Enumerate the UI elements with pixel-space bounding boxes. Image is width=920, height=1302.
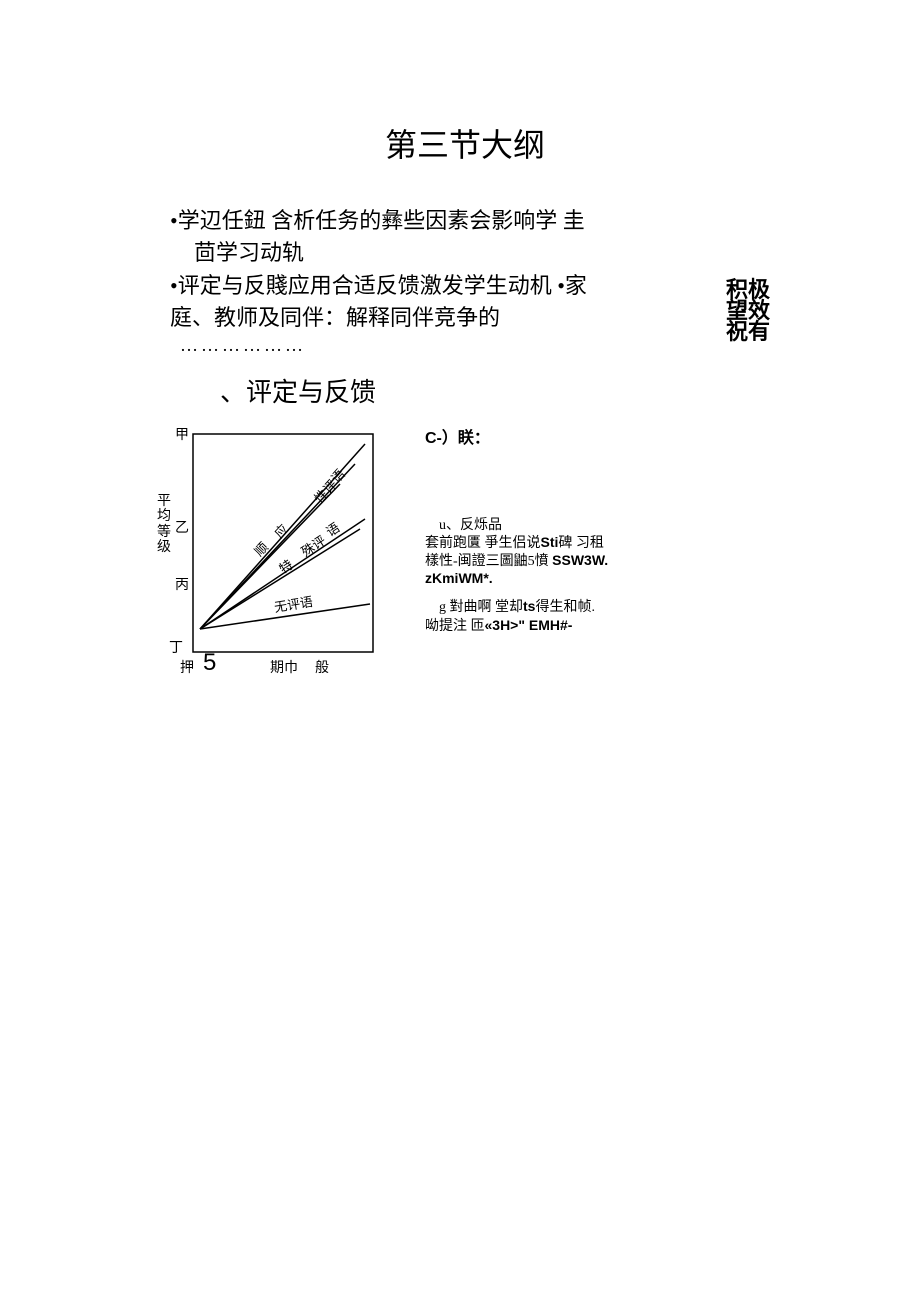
sb2-l1: g 對曲啊 堂却ts得生和帧.	[425, 598, 635, 616]
side-c-label: C-）眹：	[425, 424, 635, 448]
svg-text:无评语: 无评语	[273, 594, 314, 615]
svg-text:特: 特	[276, 557, 295, 577]
c-bold: C-	[425, 430, 442, 447]
sb1-l2: 套前跑匱 爭生侣说Sti碑 习租	[425, 534, 635, 552]
y-label-ding: 丁	[169, 637, 183, 657]
x-label-left: 押	[180, 657, 194, 677]
y-label-yi: 乙	[175, 517, 189, 537]
x-label-5: 5	[203, 649, 216, 677]
x-label-right: 般	[315, 657, 329, 677]
bullet-1-line1: •学辺任鈕 含析任务的彝些因素会影响学 圭	[170, 206, 760, 236]
dots: ………………	[170, 333, 760, 357]
side-text: C-）眹： u、反烁品 套前跑匱 爭生侣说Sti碑 习租 樣性-闽證三圖鼬5憤 …	[425, 429, 635, 635]
y-label-jia: 甲	[175, 424, 189, 444]
line-chart: 语性评应顺语殊评特无评语 甲 平均等级 乙 丙 丁 押 5 期巾 般	[165, 429, 395, 689]
bold-stack: 积极 望效 祝有	[726, 280, 770, 343]
sb1-l1: u、反烁品	[425, 518, 635, 534]
svg-text:殊评: 殊评	[298, 533, 328, 560]
bullet-3: 庭、教师及同伴：解释同伴竞争的	[170, 303, 760, 333]
side-block-1: u、反烁品 套前跑匱 爭生侣说Sti碑 习租 樣性-闽證三圖鼬5憤 SSW3W.…	[425, 518, 635, 586]
bold-stack-3: 祝有	[726, 322, 770, 343]
sb2-l2: 呦提注 匝«3H>" EMH#-	[425, 617, 635, 635]
c-suffix: ）眹：	[442, 430, 490, 447]
subtitle: 、评定与反馈	[220, 372, 760, 409]
bullet-list: •学辺任鈕 含析任务的彝些因素会影响学 圭 茴学习动轨 •评定与反賤应用合适反馈…	[170, 206, 760, 357]
bullet-1-line2: 茴学习动轨	[170, 238, 760, 268]
y-axis-label: 平均等级	[157, 494, 173, 556]
bullet-2: •评定与反賤应用合适反馈激发学生动机 •家	[170, 271, 760, 301]
page-title: 第三节大纲	[170, 120, 760, 166]
sb1-l4: zKmiWM*.	[425, 570, 635, 586]
x-label-mid: 期巾	[270, 657, 298, 677]
sb1-l3: 樣性-闽證三圖鼬5憤 SSW3W.	[425, 552, 635, 570]
side-block-2: g 對曲啊 堂却ts得生和帧. 呦提注 匝«3H>" EMH#-	[425, 598, 635, 634]
y-label-bing: 丙	[175, 574, 189, 594]
